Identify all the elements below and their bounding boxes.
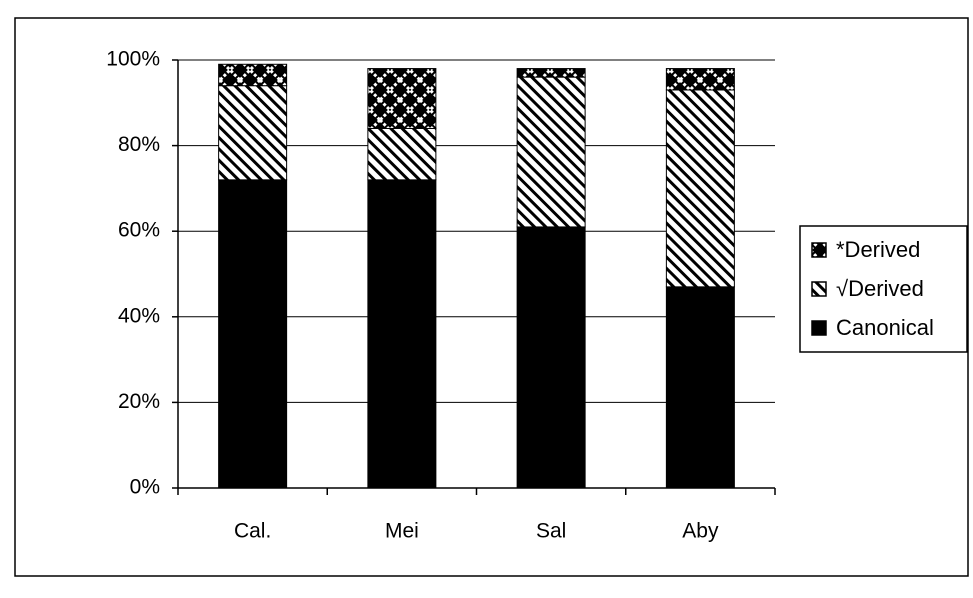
y-tick-label: 80% bbox=[118, 133, 160, 156]
x-tick-label: Mei bbox=[385, 520, 419, 543]
legend-label: Canonical bbox=[836, 315, 934, 340]
bar-segment bbox=[218, 179, 288, 489]
legend-swatch bbox=[811, 242, 827, 258]
y-tick-label: 0% bbox=[130, 476, 160, 499]
legend-swatch bbox=[811, 320, 827, 336]
bar-segment bbox=[516, 226, 586, 489]
y-tick-label: 60% bbox=[118, 219, 160, 242]
bar-segment bbox=[367, 179, 437, 489]
bar-segment bbox=[665, 286, 735, 489]
bar-segment bbox=[665, 89, 735, 288]
bar-segment bbox=[516, 76, 586, 228]
y-tick-label: 100% bbox=[106, 48, 160, 71]
bar-segment bbox=[367, 127, 437, 181]
legend: Canonical √Derived *Derived bbox=[799, 225, 968, 353]
x-tick-label: Cal. bbox=[234, 520, 271, 543]
legend-label: *Derived bbox=[836, 237, 920, 262]
bar-segment bbox=[218, 85, 288, 181]
bar-segment bbox=[218, 63, 288, 87]
x-tick-label: Sal bbox=[536, 520, 566, 543]
legend-box bbox=[799, 225, 968, 353]
y-tick-label: 40% bbox=[118, 304, 160, 327]
bar-segment bbox=[516, 68, 586, 78]
legend-label: √Derived bbox=[836, 276, 924, 301]
x-tick-label: Aby bbox=[682, 520, 719, 543]
y-tick-label: 20% bbox=[118, 390, 160, 413]
chart-frame bbox=[14, 17, 969, 577]
bar-segment bbox=[665, 68, 735, 91]
bar-segment bbox=[367, 68, 437, 129]
legend-swatch bbox=[811, 281, 827, 297]
